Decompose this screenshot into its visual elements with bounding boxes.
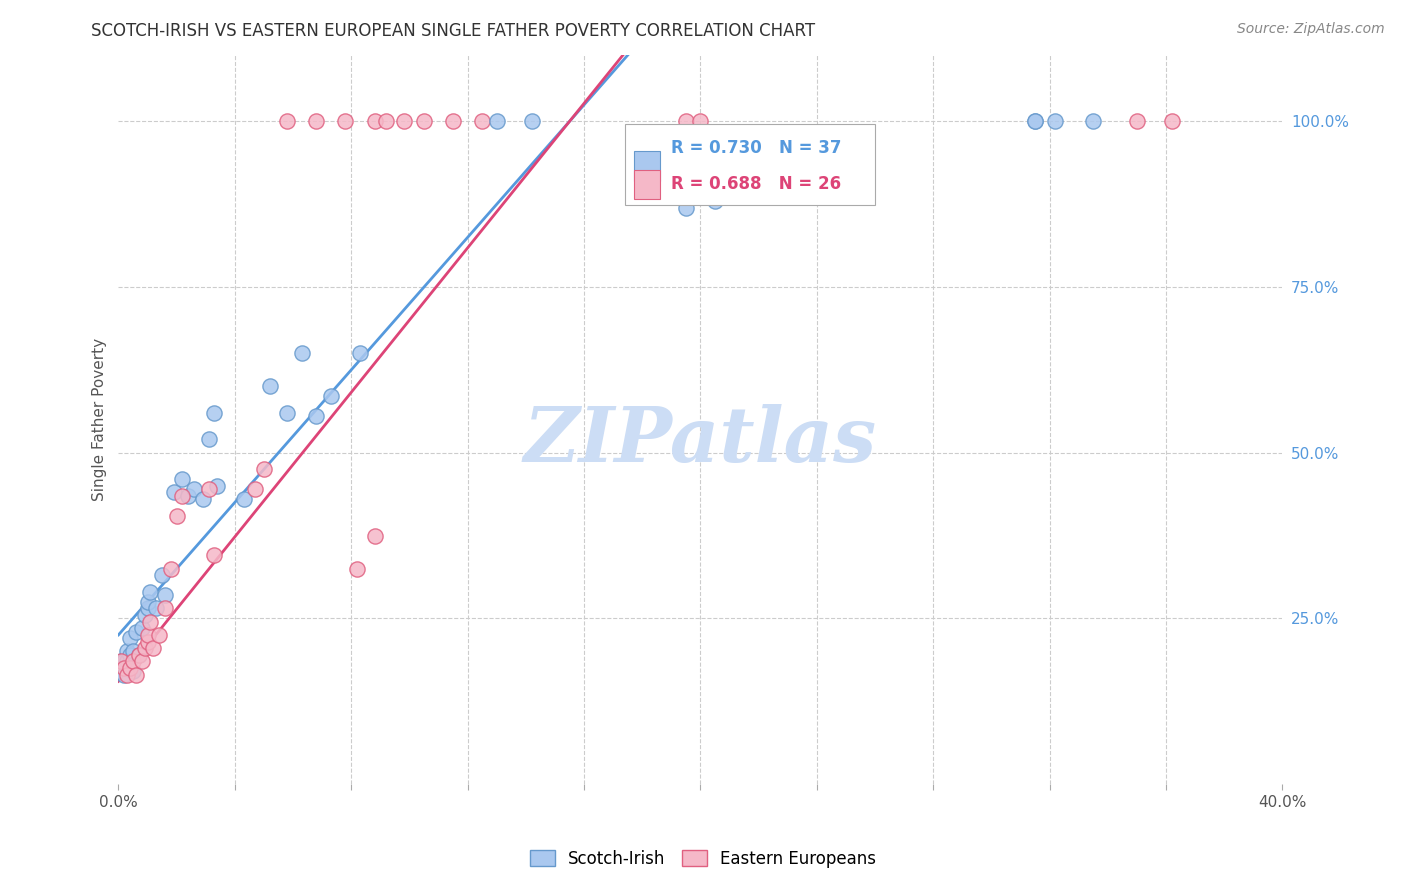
Text: R = 0.730   N = 37: R = 0.730 N = 37 — [671, 139, 842, 157]
Point — [120, 648, 142, 662]
Point — [115, 654, 138, 668]
Point — [363, 528, 385, 542]
Point — [689, 114, 711, 128]
Point — [142, 641, 165, 656]
Point — [485, 114, 508, 128]
Point — [136, 628, 159, 642]
Point — [1024, 114, 1046, 128]
Point — [120, 661, 142, 675]
Point — [675, 201, 697, 215]
Point — [110, 654, 132, 668]
Point — [245, 482, 267, 496]
Text: Source: ZipAtlas.com: Source: ZipAtlas.com — [1237, 22, 1385, 37]
Legend: Scotch-Irish, Eastern Europeans: Scotch-Irish, Eastern Europeans — [523, 844, 883, 875]
Point — [1024, 114, 1046, 128]
Point — [305, 409, 328, 424]
Point — [704, 194, 727, 208]
FancyBboxPatch shape — [634, 152, 659, 180]
Point — [172, 472, 194, 486]
Point — [363, 114, 385, 128]
Point — [134, 641, 156, 656]
Point — [319, 389, 342, 403]
Point — [291, 346, 314, 360]
Point — [441, 114, 464, 128]
Point — [349, 346, 371, 360]
Point — [122, 644, 145, 658]
Point — [207, 479, 229, 493]
Point — [392, 114, 415, 128]
Point — [232, 492, 254, 507]
Point — [128, 648, 150, 662]
Point — [204, 406, 226, 420]
Point — [1161, 114, 1184, 128]
Point — [276, 406, 298, 420]
Point — [413, 114, 436, 128]
Point — [115, 667, 138, 681]
Point — [145, 601, 167, 615]
Point — [136, 634, 159, 648]
FancyBboxPatch shape — [634, 169, 659, 199]
Point — [1045, 114, 1067, 128]
Point — [131, 621, 153, 635]
Point — [136, 601, 159, 615]
Point — [134, 607, 156, 622]
Point — [172, 489, 194, 503]
Point — [204, 549, 226, 563]
Point — [125, 624, 148, 639]
Y-axis label: Single Father Poverty: Single Father Poverty — [93, 338, 107, 501]
Point — [112, 654, 135, 668]
Point — [520, 114, 543, 128]
Text: R = 0.688   N = 26: R = 0.688 N = 26 — [671, 175, 841, 193]
Point — [122, 665, 145, 679]
Point — [191, 492, 214, 507]
Point — [1126, 114, 1149, 128]
Point — [276, 114, 298, 128]
Point — [153, 588, 176, 602]
Point — [150, 568, 173, 582]
Point — [177, 489, 200, 503]
Point — [136, 595, 159, 609]
Point — [183, 482, 205, 496]
Point — [131, 654, 153, 668]
FancyBboxPatch shape — [624, 124, 875, 204]
Point — [471, 114, 494, 128]
Point — [153, 601, 176, 615]
Point — [346, 561, 368, 575]
Point — [115, 644, 138, 658]
Point — [112, 661, 135, 675]
Point — [375, 114, 398, 128]
Point — [197, 482, 219, 496]
Point — [305, 114, 328, 128]
Point — [148, 628, 170, 642]
Point — [139, 615, 162, 629]
Point — [253, 462, 276, 476]
Text: SCOTCH-IRISH VS EASTERN EUROPEAN SINGLE FATHER POVERTY CORRELATION CHART: SCOTCH-IRISH VS EASTERN EUROPEAN SINGLE … — [91, 22, 815, 40]
Point — [163, 485, 186, 500]
Point — [166, 508, 188, 523]
Point — [1083, 114, 1105, 128]
Text: ZIPatlas: ZIPatlas — [524, 404, 877, 478]
Point — [197, 433, 219, 447]
Point — [259, 379, 281, 393]
Point — [335, 114, 357, 128]
Point — [122, 654, 145, 668]
Point — [120, 631, 142, 645]
Point — [128, 648, 150, 662]
Point — [675, 114, 697, 128]
Point — [159, 561, 181, 575]
Point — [110, 654, 132, 668]
Point — [112, 667, 135, 681]
Point — [139, 584, 162, 599]
Point — [125, 667, 148, 681]
